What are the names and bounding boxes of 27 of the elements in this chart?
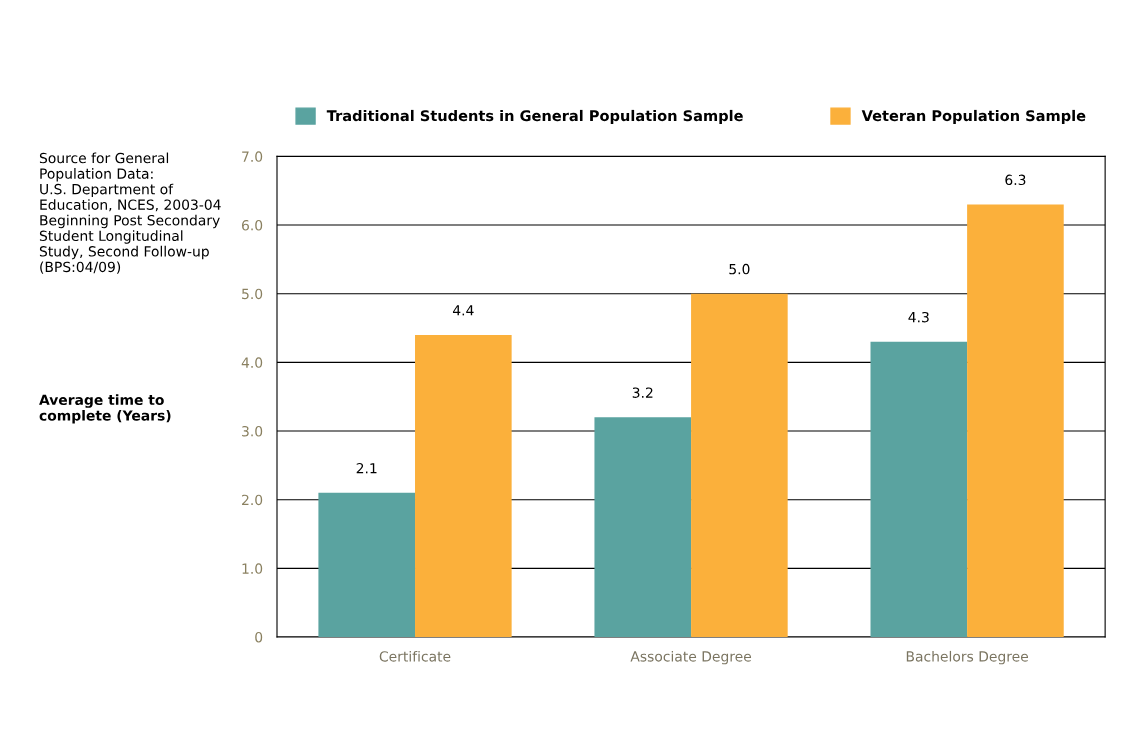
text: 4.3	[908, 311, 929, 323]
text: 2.1	[356, 462, 377, 474]
text: 4.4	[452, 305, 474, 316]
bar	[318, 492, 416, 638]
bar	[594, 417, 692, 638]
text: Average time to complete (Years)	[39, 394, 171, 424]
y-tick-label: 5.0	[242, 288, 263, 300]
bar	[415, 334, 512, 638]
text: 6.3	[1005, 174, 1026, 186]
y-tick-label: 4.0	[241, 357, 263, 368]
legend-label: Traditional Students in General Population Sample	[326, 109, 743, 125]
y-tick-label: 1.0	[242, 563, 263, 574]
text: 3.2	[632, 387, 653, 398]
x-tick-label: Certificate	[379, 650, 451, 662]
y-tick-label: 6.0	[241, 220, 263, 231]
bar	[967, 204, 1064, 638]
bar	[870, 341, 968, 638]
y-tick-label: 2.0	[242, 494, 263, 506]
source-note: Source for General Population Data: U.S. Department of Education, NCES, 2003-04 Beginning Post Secondary Student Longitudinal Study, Second Follow-up (BPS:04/09)	[39, 152, 221, 274]
text: 5.0	[729, 263, 750, 275]
x-tick-label: Bachelors Degree	[906, 650, 1029, 665]
legend-label: Veteran Population Sample	[861, 109, 1086, 125]
y-tick-label: 3.0	[242, 426, 263, 437]
x-tick-label: Associate Degree	[630, 650, 752, 665]
bar	[691, 293, 788, 638]
y-tick-label: 7.0	[242, 151, 263, 162]
y-tick-label: 0	[255, 631, 263, 643]
